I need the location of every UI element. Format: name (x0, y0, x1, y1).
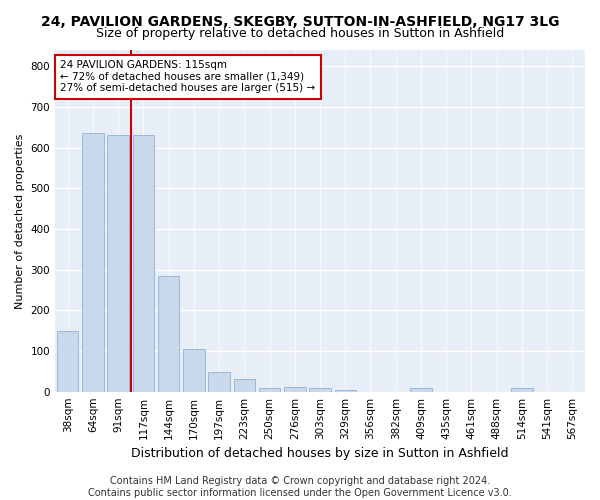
Bar (259, 388, 280, 392)
Bar (309, 388, 331, 392)
Bar (82, 134, 104, 392)
Bar (133, 136, 154, 392)
Bar (57, 330, 79, 392)
Bar (233, 380, 255, 392)
Text: 24 PAVILION GARDENS: 115sqm
← 72% of detached houses are smaller (1,349)
27% of : 24 PAVILION GARDENS: 115sqm ← 72% of det… (61, 60, 316, 94)
Bar (183, 349, 205, 392)
Bar (511, 388, 533, 392)
Text: Contains HM Land Registry data © Crown copyright and database right 2024.
Contai: Contains HM Land Registry data © Crown c… (88, 476, 512, 498)
X-axis label: Distribution of detached houses by size in Sutton in Ashfield: Distribution of detached houses by size … (131, 447, 509, 460)
Bar (208, 372, 230, 392)
Text: 24, PAVILION GARDENS, SKEGBY, SUTTON-IN-ASHFIELD, NG17 3LG: 24, PAVILION GARDENS, SKEGBY, SUTTON-IN-… (41, 15, 559, 29)
Bar (335, 390, 356, 392)
Bar (107, 136, 129, 392)
Bar (284, 387, 305, 392)
Bar (158, 276, 179, 392)
Bar (410, 388, 431, 392)
Text: Size of property relative to detached houses in Sutton in Ashfield: Size of property relative to detached ho… (96, 28, 504, 40)
Y-axis label: Number of detached properties: Number of detached properties (15, 133, 25, 308)
